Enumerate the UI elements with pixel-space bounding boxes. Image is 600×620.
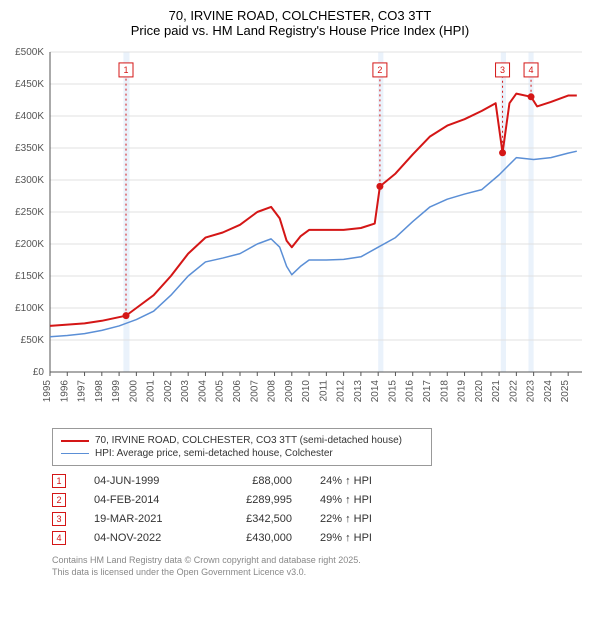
- sales-pct: 24% ↑ HPI: [320, 475, 410, 487]
- legend-item: 70, IRVINE ROAD, COLCHESTER, CO3 3TT (se…: [61, 435, 423, 446]
- svg-text:2003: 2003: [180, 380, 191, 403]
- svg-text:2014: 2014: [370, 380, 381, 403]
- legend-swatch: [61, 453, 89, 455]
- title-sub: Price paid vs. HM Land Registry's House …: [0, 23, 600, 38]
- sales-table: 1 04-JUN-1999 £88,000 24% ↑ HPI 2 04-FEB-2014…: [52, 474, 600, 545]
- svg-text:2011: 2011: [318, 380, 329, 402]
- svg-text:1999: 1999: [111, 380, 122, 403]
- footer-note: Contains HM Land Registry data © Crown c…: [52, 555, 600, 578]
- svg-text:2024: 2024: [543, 380, 554, 403]
- svg-text:£350K: £350K: [15, 143, 44, 154]
- svg-text:2000: 2000: [128, 380, 139, 403]
- sales-price: £430,000: [222, 532, 292, 544]
- svg-text:2005: 2005: [215, 380, 226, 403]
- svg-text:2015: 2015: [387, 380, 398, 403]
- sales-row: 1 04-JUN-1999 £88,000 24% ↑ HPI: [52, 474, 600, 488]
- title-main: 70, IRVINE ROAD, COLCHESTER, CO3 3TT: [0, 8, 600, 23]
- sales-row: 3 19-MAR-2021 £342,500 22% ↑ HPI: [52, 512, 600, 526]
- svg-text:1: 1: [123, 65, 128, 75]
- svg-text:2020: 2020: [474, 380, 485, 403]
- svg-text:2019: 2019: [457, 380, 468, 403]
- svg-text:1996: 1996: [59, 380, 70, 403]
- svg-text:2017: 2017: [422, 380, 433, 403]
- svg-text:2004: 2004: [197, 380, 208, 403]
- svg-text:£100K: £100K: [15, 303, 44, 314]
- svg-text:2008: 2008: [267, 380, 278, 403]
- sales-date: 04-FEB-2014: [94, 494, 194, 506]
- sales-pct: 49% ↑ HPI: [320, 494, 410, 506]
- svg-text:£450K: £450K: [15, 79, 44, 90]
- svg-text:2018: 2018: [439, 380, 450, 403]
- svg-text:2009: 2009: [284, 380, 295, 403]
- sales-marker: 2: [52, 493, 66, 507]
- sales-marker: 4: [52, 531, 66, 545]
- sales-date: 19-MAR-2021: [94, 513, 194, 525]
- sales-date: 04-JUN-1999: [94, 475, 194, 487]
- sales-date: 04-NOV-2022: [94, 532, 194, 544]
- svg-text:£250K: £250K: [15, 207, 44, 218]
- svg-text:2006: 2006: [232, 380, 243, 403]
- sales-price: £342,500: [222, 513, 292, 525]
- legend-swatch: [61, 440, 89, 442]
- chart-area: £0 £50K £100K £150K £200K £250K £300K £350K £400…: [0, 42, 600, 422]
- svg-text:£150K: £150K: [15, 271, 44, 282]
- svg-text:£50K: £50K: [21, 335, 45, 346]
- sales-row: 4 04-NOV-2022 £430,000 29% ↑ HPI: [52, 531, 600, 545]
- svg-text:£500K: £500K: [15, 47, 44, 58]
- svg-text:1997: 1997: [77, 380, 88, 403]
- legend-item: HPI: Average price, semi-detached house,…: [61, 448, 423, 459]
- svg-text:2010: 2010: [301, 380, 312, 403]
- svg-text:£200K: £200K: [15, 239, 44, 250]
- svg-text:£400K: £400K: [15, 111, 44, 122]
- sales-pct: 22% ↑ HPI: [320, 513, 410, 525]
- svg-text:2016: 2016: [405, 380, 416, 403]
- sales-marker: 1: [52, 474, 66, 488]
- sales-pct: 29% ↑ HPI: [320, 532, 410, 544]
- sales-row: 2 04-FEB-2014 £289,995 49% ↑ HPI: [52, 493, 600, 507]
- svg-text:2002: 2002: [163, 380, 174, 403]
- svg-text:3: 3: [500, 65, 505, 75]
- legend-label: 70, IRVINE ROAD, COLCHESTER, CO3 3TT (se…: [95, 435, 402, 446]
- svg-text:£300K: £300K: [15, 175, 44, 186]
- sales-price: £88,000: [222, 475, 292, 487]
- svg-text:2012: 2012: [336, 380, 347, 403]
- svg-text:2023: 2023: [526, 380, 537, 403]
- sales-marker: 3: [52, 512, 66, 526]
- footer-line2: This data is licensed under the Open Gov…: [52, 567, 600, 579]
- legend: 70, IRVINE ROAD, COLCHESTER, CO3 3TT (se…: [52, 428, 432, 466]
- sales-price: £289,995: [222, 494, 292, 506]
- svg-text:2021: 2021: [491, 380, 502, 403]
- legend-label: HPI: Average price, semi-detached house,…: [95, 448, 333, 459]
- svg-text:2013: 2013: [353, 380, 364, 403]
- svg-text:2007: 2007: [249, 380, 260, 403]
- footer-line1: Contains HM Land Registry data © Crown c…: [52, 555, 600, 567]
- svg-text:1998: 1998: [94, 380, 105, 403]
- svg-text:2: 2: [377, 65, 382, 75]
- svg-text:2022: 2022: [508, 380, 519, 403]
- chart-svg: £0 £50K £100K £150K £200K £250K £300K £350K £400…: [0, 42, 600, 422]
- svg-text:2001: 2001: [146, 380, 157, 403]
- svg-text:1995: 1995: [42, 380, 53, 403]
- title-block: 70, IRVINE ROAD, COLCHESTER, CO3 3TT Pri…: [0, 0, 600, 42]
- chart-container: 70, IRVINE ROAD, COLCHESTER, CO3 3TT Pri…: [0, 0, 600, 578]
- svg-text:4: 4: [529, 65, 534, 75]
- svg-text:2025: 2025: [560, 380, 571, 403]
- svg-text:£0: £0: [33, 367, 45, 378]
